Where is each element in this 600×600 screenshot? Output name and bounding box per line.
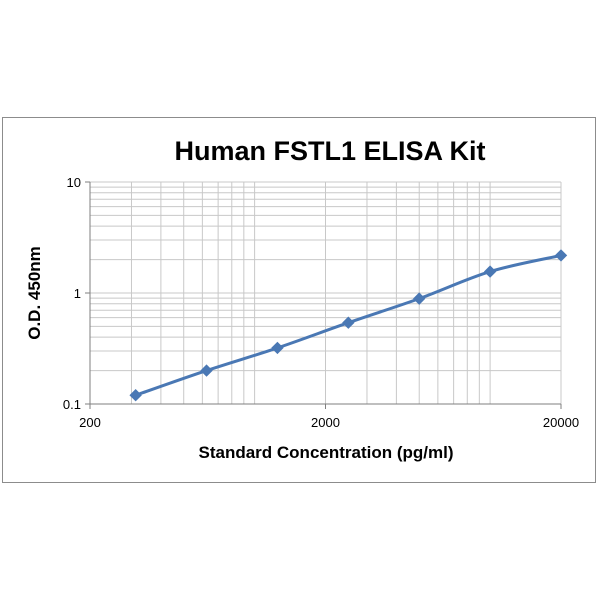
x-axis-title: Standard Concentration (pg/ml) — [199, 443, 454, 462]
y-tick-label-1: 1 — [74, 286, 81, 301]
x-tick-label-1: 2000 — [311, 415, 340, 430]
x-tick-label-2: 20000 — [543, 415, 579, 430]
data-point-2 — [271, 341, 284, 355]
x-tick-labels: 200 2000 20000 — [79, 415, 579, 430]
data-point-3 — [342, 316, 355, 329]
chart-title: Human FSTL1 ELISA Kit — [174, 136, 485, 166]
data-point-4 — [413, 292, 426, 305]
x-tick-label-0: 200 — [79, 415, 101, 430]
data-point-6 — [554, 249, 568, 262]
axes — [85, 181, 562, 409]
y-tick-label-2: 10 — [67, 175, 81, 190]
data-point-1 — [200, 364, 213, 377]
y-tick-label-0: 0.1 — [63, 397, 81, 412]
data-series — [129, 249, 568, 402]
y-tick-labels: 0.1 1 10 — [63, 175, 81, 412]
chart-frame — [2, 117, 596, 483]
data-point-0 — [129, 389, 142, 402]
y-axis-title: O.D. 450nm — [25, 246, 44, 340]
grid — [89, 181, 562, 405]
data-point-5 — [483, 265, 497, 278]
